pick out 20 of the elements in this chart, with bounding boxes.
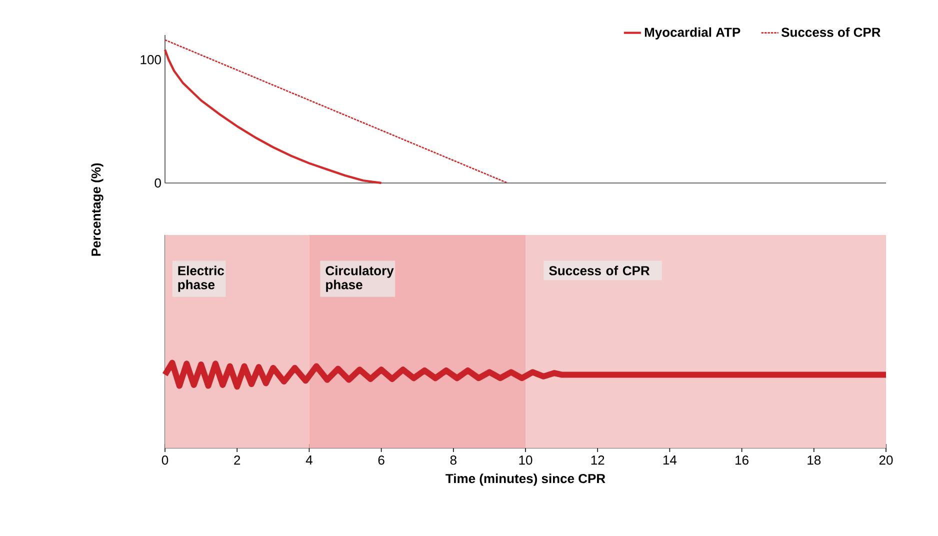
x-tick-label: 2 (234, 456, 240, 465)
x-axis-title: Time (minutes) since CPR (446, 474, 606, 486)
x-tick-label: 4 (306, 456, 312, 464)
x-tick-label: 14 (663, 456, 677, 464)
y-tick-label: 100 (140, 55, 161, 64)
y-axis-title: Percentage (%) (91, 163, 104, 256)
x-tick-label: 12 (591, 456, 604, 465)
x-tick-label: 0 (162, 456, 168, 465)
x-tick-label: 18 (808, 456, 821, 465)
x-tick-label: 10 (519, 456, 532, 465)
band-label: Circulatory phase (326, 266, 394, 292)
x-tick-label: 6 (378, 456, 384, 465)
x-tick-label: 20 (879, 456, 893, 465)
x-tick-label: 8 (450, 456, 456, 465)
line-series (164, 48, 382, 184)
band-label: Success of CPR (549, 266, 650, 276)
legend-label: Success of CPR (781, 27, 881, 37)
legend-label: Myocardial ATP (644, 27, 740, 40)
x-tick-label: 16 (736, 456, 748, 465)
band-label: Electric phase (178, 266, 224, 292)
